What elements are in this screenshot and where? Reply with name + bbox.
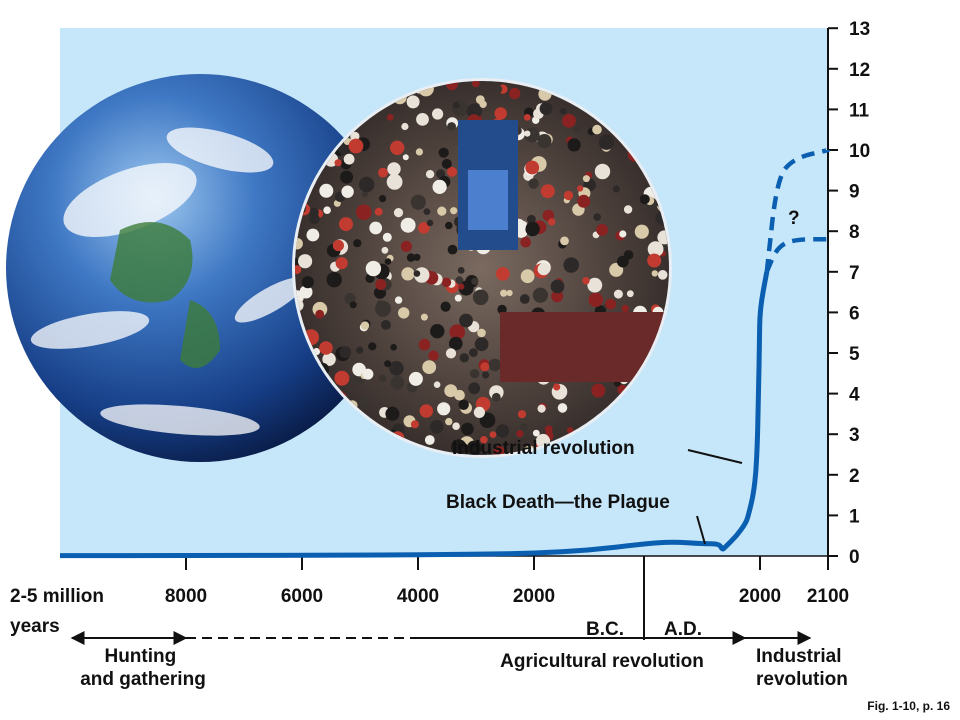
timeline: Hunting and gathering Agricultural revol…: [70, 631, 848, 690]
y-tick-label: 11: [849, 100, 870, 121]
figure-caption: Fig. 1-10, p. 16: [867, 699, 950, 713]
y-tick-label: 3: [849, 425, 860, 446]
crowd-photo-image: [292, 78, 672, 458]
x-start-label-line-2: years: [10, 616, 60, 637]
bc-label: B.C.: [586, 619, 624, 640]
projection-line-1: [764, 147, 831, 273]
y-tick-label: 5: [849, 344, 860, 365]
y-tick-label: 4: [849, 385, 860, 406]
y-tick-label: 0: [849, 547, 860, 568]
x-start-label-line-1: 2-5 million: [10, 586, 104, 607]
plague-leader-line: [696, 515, 706, 545]
x-tick-label: 2000: [739, 586, 781, 607]
annotations: Industrial revolution Black Death—the Pl…: [446, 208, 800, 545]
ad-label: A.D.: [664, 619, 702, 640]
y-tick-label: 9: [849, 182, 860, 203]
x-tick-label: 8000: [165, 586, 207, 607]
agricultural-label: Agricultural revolution: [500, 651, 704, 672]
industrial-annotation: Industrial revolution: [452, 438, 635, 459]
y-tick-label: 2: [849, 466, 860, 487]
hunting-label: Hunting and gathering: [80, 646, 206, 690]
question-mark-label: ?: [788, 208, 800, 229]
x-tick-label: 2100: [807, 586, 849, 607]
y-tick-label: 6: [849, 303, 860, 324]
industrial-label-line-1: Industrial: [756, 646, 842, 667]
y-tick-label: 13: [849, 19, 870, 40]
hunting-label-line-2: and gathering: [80, 669, 206, 690]
x-start-label: 2-5 million years: [10, 586, 109, 637]
hunting-label-line-1: Hunting: [104, 646, 176, 667]
x-tick-label: 4000: [397, 586, 439, 607]
earth-globe-image: [6, 74, 394, 462]
industrial-label-line-2: revolution: [756, 669, 848, 690]
y-tick-label: 1: [849, 506, 860, 527]
y-tick-label: 8: [849, 222, 860, 243]
population-line: [60, 271, 770, 559]
industrial-leader-line: [687, 449, 743, 464]
y-tick-label: 12: [849, 60, 870, 81]
projection-line-2: [764, 237, 828, 273]
y-tick-label: 10: [849, 141, 870, 162]
industrial-label: Industrial revolution: [756, 646, 848, 690]
y-tick-label: 7: [849, 263, 860, 284]
x-tick-label: 2000: [513, 586, 555, 607]
plague-annotation: Black Death—the Plague: [446, 492, 670, 513]
x-tick-label: 6000: [281, 586, 323, 607]
